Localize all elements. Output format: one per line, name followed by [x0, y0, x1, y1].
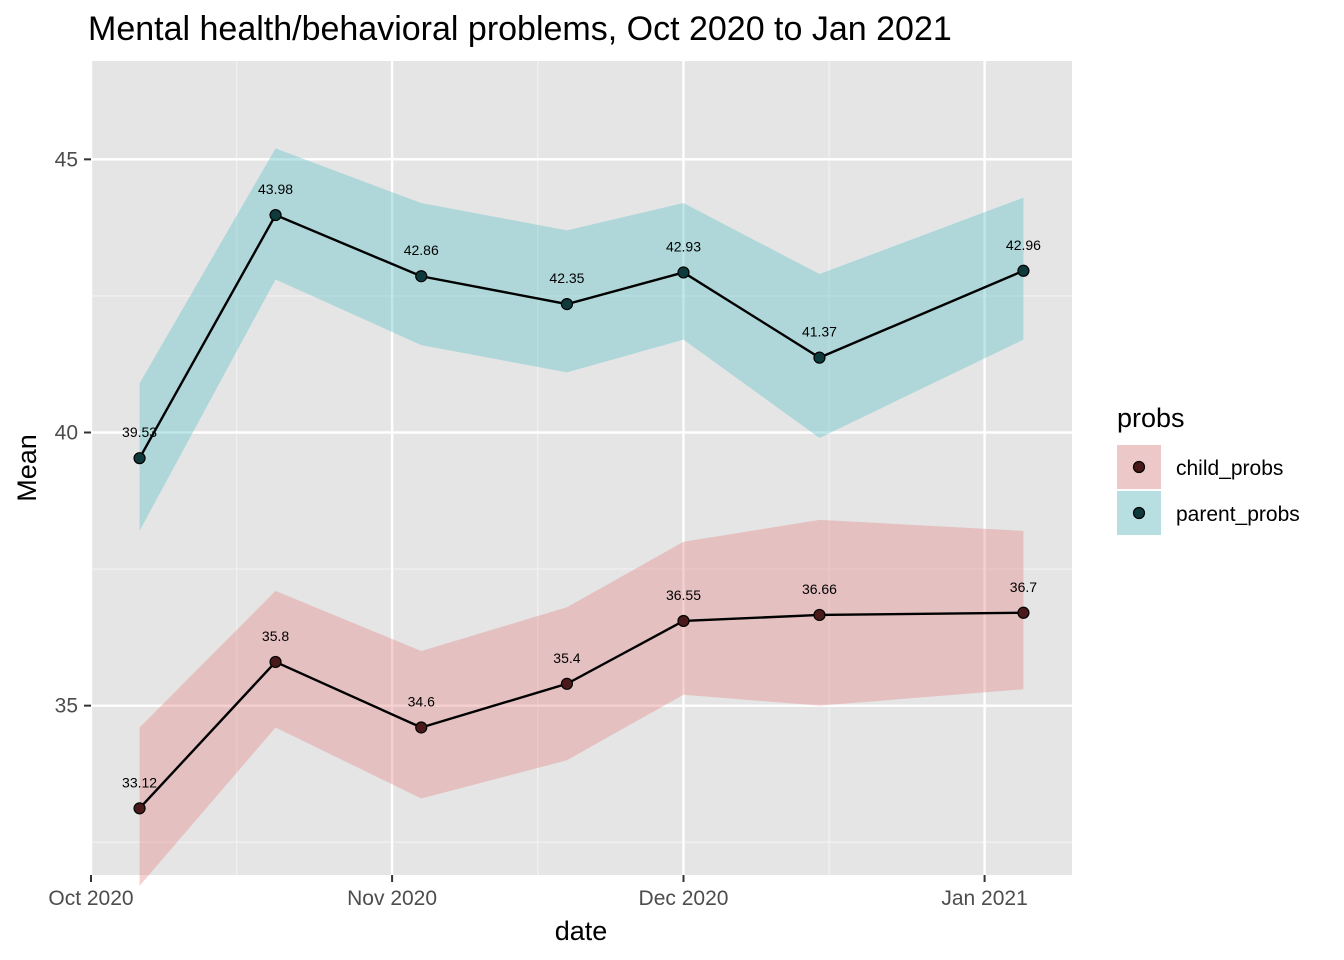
- parent_probs-data-label: 42.35: [549, 270, 584, 286]
- plot-panel: [91, 61, 1072, 875]
- parent_probs-point: [677, 266, 690, 279]
- parent_probs-point: [133, 452, 146, 465]
- chart-title: Mental health/behavioral problems, Oct 2…: [88, 10, 952, 48]
- legend-title: probs: [1117, 403, 1185, 433]
- child_probs-data-label: 34.6: [408, 693, 435, 709]
- parent_probs-point: [1017, 264, 1030, 277]
- parent_probs-data-label: 42.96: [1006, 237, 1041, 253]
- child_probs-data-label: 36.66: [802, 581, 837, 597]
- x-tick-label: Dec 2020: [639, 887, 729, 910]
- series-points: [133, 208, 1030, 815]
- grid-lines: [89, 61, 1072, 875]
- x-axis-title: date: [555, 916, 608, 946]
- child_probs-point: [1017, 606, 1030, 619]
- y-axis-title: Mean: [12, 434, 42, 502]
- parent_probs-point: [269, 208, 282, 222]
- y-tick-label: 35: [55, 695, 78, 718]
- child_probs-point: [415, 721, 428, 734]
- child_probs-data-label: 33.12: [122, 774, 157, 790]
- x-tick-label: Nov 2020: [347, 887, 437, 910]
- parent_probs-data-label: 42.93: [666, 238, 701, 254]
- parent_probs-data-label: 41.37: [802, 324, 837, 340]
- legend-key-point: [1132, 460, 1146, 474]
- legend-key-point: [1132, 506, 1146, 520]
- child_probs-point: [133, 802, 146, 815]
- child_probs-point: [269, 655, 282, 669]
- parent_probs-band: [139, 148, 1024, 531]
- parent_probs-data-label: 39.53: [122, 424, 157, 440]
- confidence-bands: [139, 148, 1024, 886]
- legend-label: child_probs: [1176, 457, 1283, 480]
- child_probs-point: [560, 677, 574, 690]
- y-tick-label: 45: [55, 148, 78, 171]
- parent_probs-data-label: 42.86: [404, 242, 439, 258]
- legend: probs child_probs parent_probs: [1117, 403, 1300, 535]
- axes: 35 40 45 Oct 2020 Nov 2020 Dec 2020 Jan 2021: [48, 148, 1027, 910]
- child_probs-point: [813, 608, 826, 622]
- data-labels: 39.53 43.98 42.86 42.35 42.93 41.37 42.96 33.12…: [122, 181, 1041, 790]
- parent_probs-point: [415, 270, 428, 283]
- child_probs-point: [677, 614, 690, 628]
- parent_probs-point: [813, 351, 826, 364]
- child_probs-data-label: 35.4: [553, 650, 580, 666]
- y-tick-label: 40: [55, 421, 78, 444]
- parent_probs-data-label: 43.98: [258, 181, 293, 197]
- legend-label: parent_probs: [1176, 503, 1300, 526]
- child_probs-data-label: 36.55: [666, 587, 701, 603]
- parent_probs-point: [560, 298, 574, 311]
- x-tick-label: Jan 2021: [941, 887, 1027, 910]
- child_probs-data-label: 36.7: [1010, 579, 1037, 595]
- child_probs-data-label: 35.8: [262, 628, 289, 644]
- x-tick-label: Oct 2020: [48, 887, 133, 910]
- child_probs-band: [139, 519, 1024, 886]
